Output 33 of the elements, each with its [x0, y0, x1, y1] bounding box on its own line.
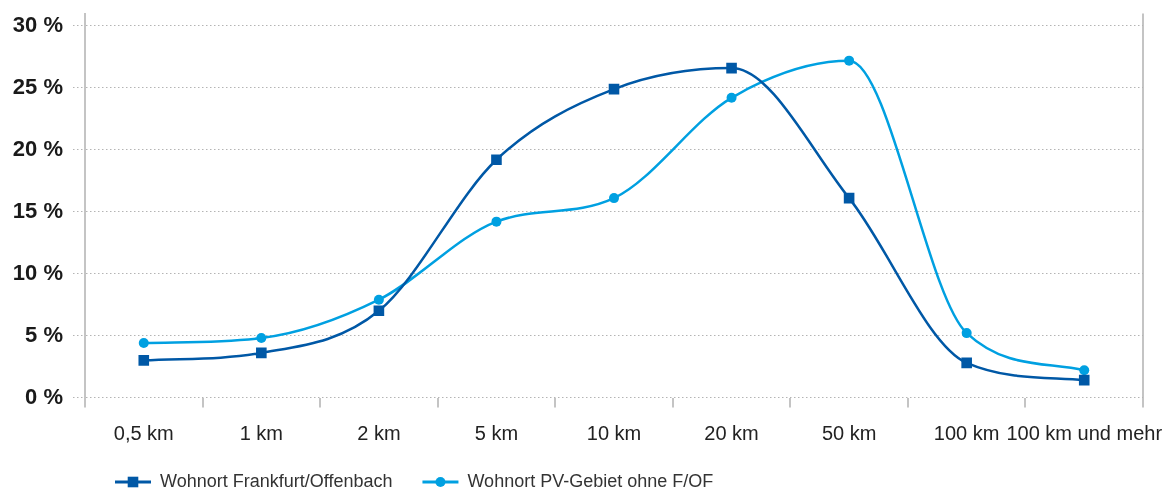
point — [256, 347, 267, 359]
point — [961, 328, 972, 339]
legend-label: Wohnort PV-Gebiet ohne F/OF — [467, 470, 714, 491]
point — [609, 193, 619, 204]
x-tick-label: 1 km — [239, 422, 284, 445]
x-tick-label: 20 km — [704, 422, 759, 445]
y-tick-label: 25 % — [12, 73, 63, 99]
point — [373, 294, 384, 305]
point — [961, 357, 972, 369]
point — [491, 154, 502, 166]
x-tick-label: 10 km — [586, 422, 642, 445]
point — [844, 55, 855, 66]
point — [138, 338, 149, 349]
point — [726, 62, 737, 74]
y-tick-label: 0 % — [25, 383, 63, 409]
x-tick-label: 50 km — [821, 422, 877, 445]
x-tick-label: 2 km — [357, 422, 401, 445]
y-tick-label: 15 % — [12, 197, 63, 223]
x-tick-label: 100 km — [933, 422, 1000, 445]
point — [1078, 374, 1090, 386]
x-tick-label: 0,5 km — [113, 422, 174, 445]
legend-label: Wohnort Frankfurt/Offenbach — [160, 470, 393, 491]
point — [256, 333, 267, 344]
x-tick-label: 5 km — [474, 422, 519, 445]
point — [726, 92, 737, 103]
y-tick-label: 20 % — [12, 135, 63, 161]
point — [138, 355, 150, 366]
x-tick-label: 100 km und mehr — [1006, 422, 1163, 445]
y-tick-label: 30 % — [12, 12, 63, 38]
point — [491, 216, 502, 227]
y-tick-label: 5 % — [25, 321, 63, 347]
point — [1079, 365, 1090, 376]
y-tick-label: 10 % — [12, 259, 63, 285]
